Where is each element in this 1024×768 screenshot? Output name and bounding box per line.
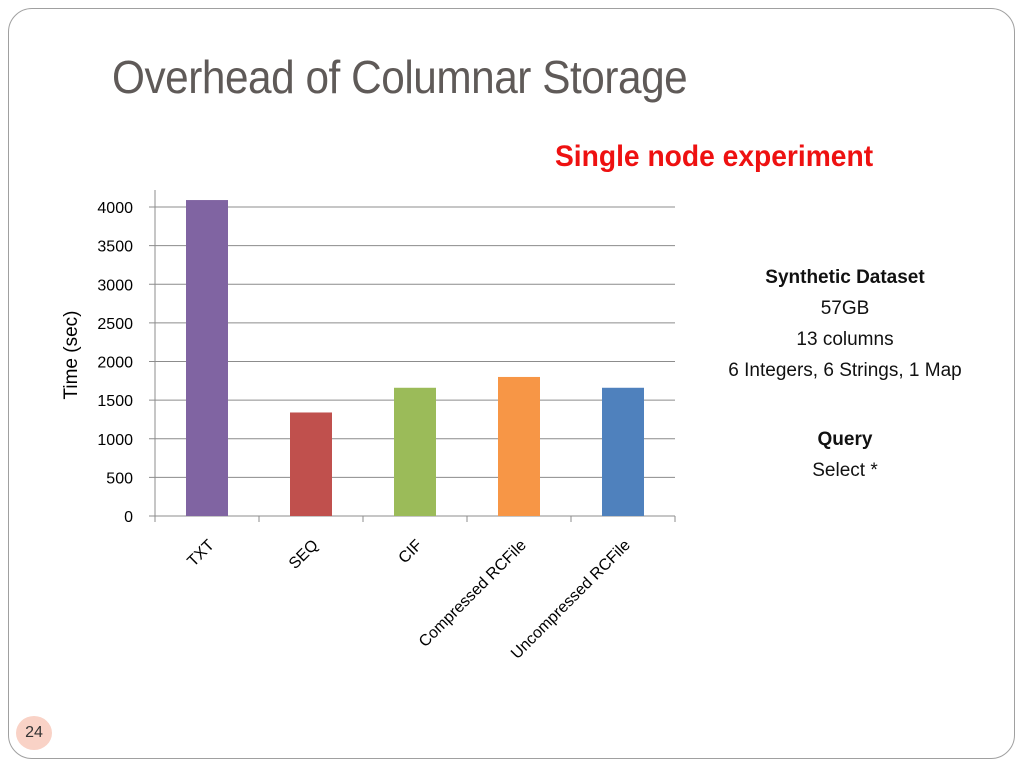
slide-title: Overhead of Columnar Storage: [112, 51, 688, 103]
y-tick-label: 2500: [97, 316, 133, 333]
y-tick-label: 500: [106, 470, 133, 487]
y-tick-label: 0: [124, 509, 133, 526]
y-tick-label: 1500: [97, 393, 133, 410]
query-heading: Query: [817, 429, 873, 450]
slide-subtitle: Single node experiment: [555, 140, 874, 173]
dataset-info: Synthetic Dataset 57GB 13 columns 6 Inte…: [695, 262, 995, 386]
dataset-types: 6 Integers, 6 Strings, 1 Map: [728, 360, 962, 381]
y-tick-label: 1000: [97, 432, 133, 449]
bar-txt: [186, 200, 228, 517]
y-tick-label: 3000: [97, 277, 133, 294]
x-tick-label: SEQ: [286, 537, 322, 573]
bar-cif: [394, 387, 436, 516]
bar-seq: [290, 412, 332, 516]
y-tick-label: 3500: [97, 239, 133, 256]
bar-compressed-rcfile: [498, 376, 540, 516]
dataset-size: 57GB: [820, 298, 870, 319]
y-tick-label: 2000: [97, 355, 133, 372]
query-info: Query Select *: [695, 424, 995, 486]
bar-uncompressed-rcfile: [602, 387, 644, 516]
x-tick-label: Compressed RCFile: [416, 537, 530, 651]
dataset-columns: 13 columns: [796, 329, 894, 350]
dataset-heading: Synthetic Dataset: [765, 267, 925, 288]
query-text: Select *: [812, 460, 878, 481]
y-axis-label: Time (sec): [61, 310, 82, 399]
x-tick-label: CIF: [396, 537, 426, 567]
y-tick-label: 4000: [97, 200, 133, 217]
page-number: 24: [16, 716, 52, 750]
x-tick-label: TXT: [184, 537, 218, 571]
x-tick-label: Uncompressed RCFile: [508, 537, 634, 663]
